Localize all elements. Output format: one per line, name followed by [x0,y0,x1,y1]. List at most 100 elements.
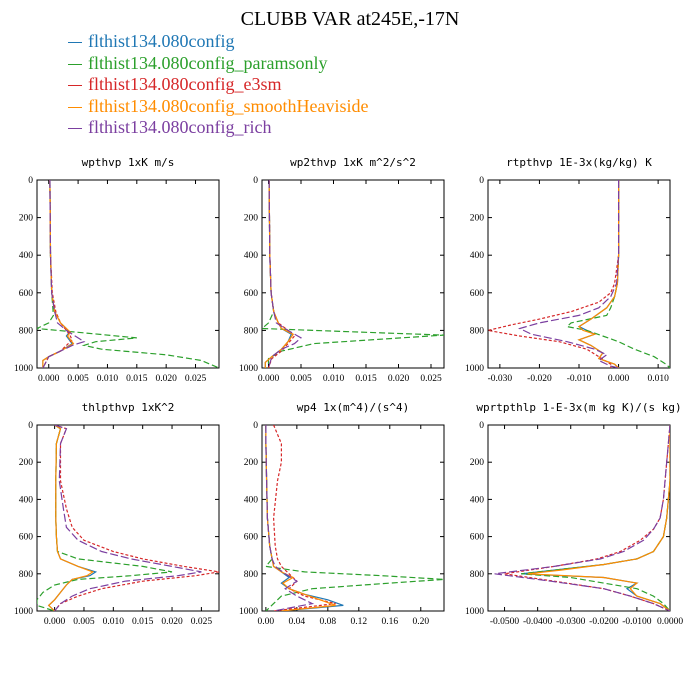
x-tick-label: 0.010 [97,374,119,384]
series-line [265,425,315,611]
legend-item: flthist134.080config_rich [68,117,368,139]
legend-line-icon [68,85,82,87]
series-line [527,425,670,611]
x-tick-label: 0.010 [323,374,345,384]
panel-title: wprtpthlp 1-E-3x(m kg K)/(s kg) [476,401,681,414]
x-tick-label: 0.16 [381,617,398,627]
series-line [504,425,670,611]
plot-frame [36,424,220,612]
panel-title: rtpthvp 1E-3x(kg/kg) K [506,156,652,169]
plot-frame [261,179,445,369]
y-tick-label: 600 [19,289,34,299]
y-tick-label: 0 [479,176,484,186]
x-tick-label: 0.005 [67,374,89,384]
y-tick-label: 600 [470,533,485,543]
series-line [577,180,620,368]
series-line [267,180,296,368]
x-tick-label: 0.015 [132,617,154,627]
y-tick-label: 1000 [239,364,258,374]
x-tick-label: 0.000 [258,374,280,384]
x-tick-label: -0.0500 [490,617,520,627]
y-tick-label: 400 [470,251,485,261]
x-tick-label: 0.00 [258,617,275,627]
x-tick-label: 0.020 [388,374,410,384]
legend: flthist134.080config flthist134.080confi… [68,31,368,139]
x-tick-label: -0.0400 [523,617,553,627]
y-tick-label: 1000 [239,607,258,617]
series-line [267,180,303,368]
series-line [37,425,173,611]
series-line [494,425,670,611]
y-tick-label: 200 [470,458,485,468]
y-tick-label: 800 [470,570,485,580]
y-tick-label: 800 [244,570,259,580]
panel-title: wp4 1x(m^4)/(s^4) [297,401,410,414]
x-tick-label: 0.000 [608,374,630,384]
x-tick-label: -0.0100 [622,617,652,627]
series-line [265,425,336,611]
y-tick-label: 400 [19,495,34,505]
y-tick-label: 1000 [14,364,33,374]
y-tick-label: 400 [244,495,259,505]
x-tick-label: -0.010 [567,374,592,384]
series-line [54,425,219,611]
series-line [42,180,73,368]
chart-panel: wpthvp 1xK m/s 0 200 400 600 800 1000 0.000 0.00… [14,156,220,384]
y-tick-label: 1000 [465,607,484,617]
y-tick-label: 400 [19,251,34,261]
y-tick-label: 600 [244,289,259,299]
x-tick-label: 0.025 [191,617,213,627]
series-line [47,425,95,611]
y-tick-label: 0 [28,421,33,431]
chart-panel: thlpthvp 1xK^2 0 200 400 600 800 1000 0.000 0.00… [14,401,220,627]
x-tick-label: -0.0300 [556,617,586,627]
x-tick-label: 0.04 [289,617,306,627]
x-tick-label: 0.005 [290,374,312,384]
series-line [272,425,336,611]
y-tick-label: 600 [244,533,259,543]
x-tick-label: 0.010 [647,374,669,384]
chart-panel: rtpthvp 1E-3x(kg/kg) K02004006008001000-… [465,156,671,384]
x-tick-label: 0.010 [103,617,125,627]
legend-item: flthist134.080config_e3sm [68,74,368,96]
y-tick-label: 200 [244,214,259,224]
y-tick-label: 200 [19,214,34,224]
series-line [521,425,670,611]
x-tick-label: 0.015 [355,374,377,384]
series-line [265,425,344,611]
legend-item: flthist134.080config_paramsonly [68,53,368,75]
series-line [54,425,202,611]
series-line [37,180,219,368]
y-tick-label: 1000 [14,607,33,617]
y-tick-label: 0 [28,176,33,186]
legend-label: flthist134.080config_smoothHeaviside [88,95,369,116]
figure-title: CLUBB VAR at245E,-17N [240,8,460,30]
y-tick-label: 800 [244,326,259,336]
y-tick-label: 600 [19,533,34,543]
series-line [521,425,670,611]
series-line [264,425,444,611]
x-tick-label: 0.000 [44,617,66,627]
legend-line-icon [68,63,82,65]
plot-frame [36,179,220,369]
y-tick-label: 0 [253,421,258,431]
legend-label: flthist134.080config_rich [88,117,272,137]
x-tick-label: 0.025 [420,374,442,384]
series-line [565,180,670,368]
panel-title: thlpthvp 1xK^2 [82,401,175,414]
x-tick-label: 0.08 [320,617,337,627]
y-tick-label: 200 [19,458,34,468]
x-tick-label: 0.000 [38,374,60,384]
legend-item: flthist134.080config [68,31,368,53]
chart-panel: wp2thvp 1xK m^2/s^2020040060080010000.00… [239,156,445,384]
series-line [518,180,620,368]
x-tick-label: 0.020 [161,617,183,627]
series-line [42,180,74,368]
y-tick-label: 400 [244,251,259,261]
x-tick-label: 0.12 [350,617,367,627]
x-tick-label: 0.015 [126,374,148,384]
plot-frame [487,424,671,612]
legend-label: flthist134.080config_e3sm [88,74,282,94]
